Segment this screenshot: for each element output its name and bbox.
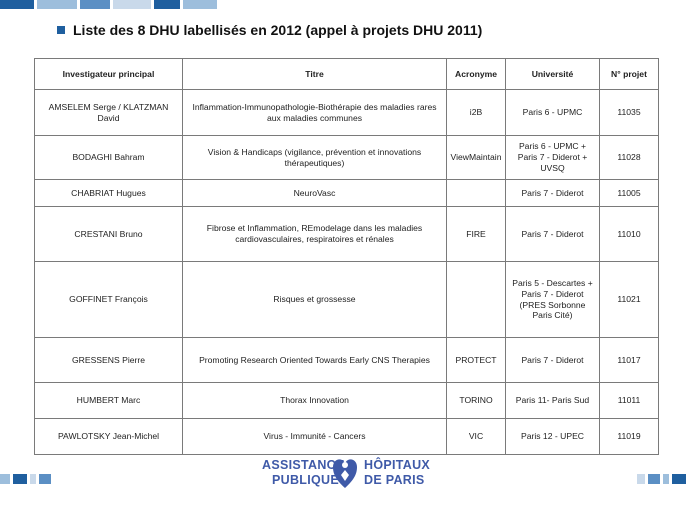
- cell-university: Paris 6 - UPMC + Paris 7 - Diderot + UVS…: [505, 135, 600, 180]
- cell-university: Paris 11- Paris Sud: [505, 382, 600, 419]
- column-header: N° projet: [599, 58, 659, 90]
- heart-figure-icon: [333, 459, 357, 488]
- cell-project-number: 11011: [599, 382, 659, 419]
- cell-investigator: CRESTANI Bruno: [34, 206, 183, 262]
- cell-project-number: 11010: [599, 206, 659, 262]
- logo-text-hopitaux: HÔPITAUX: [364, 458, 431, 472]
- cell-title: Promoting Research Oriented Towards Earl…: [182, 337, 447, 383]
- cell-title: Virus - Immunité - Cancers: [182, 418, 447, 455]
- table-row: PAWLOTSKY Jean-Michel Virus - Immunité -…: [34, 418, 659, 455]
- logo-text-publique: PUBLIQUE: [272, 473, 339, 487]
- cell-investigator: CHABRIAT Hugues: [34, 179, 183, 207]
- logo-text-de-paris: DE PARIS: [364, 473, 425, 487]
- cell-investigator: AMSELEM Serge / KLATZMAN David: [34, 89, 183, 136]
- table-row: GOFFINET François Risques et grossesse P…: [34, 261, 659, 338]
- cell-acronym: ViewMaintain: [446, 135, 506, 180]
- top-decor-bar: [0, 0, 230, 9]
- table-header-row: Investigateur principal Titre Acronyme U…: [34, 58, 659, 90]
- column-header: Université: [505, 58, 600, 90]
- cell-project-number: 11021: [599, 261, 659, 338]
- cell-title: NeuroVasc: [182, 179, 447, 207]
- dhu-table: Investigateur principal Titre Acronyme U…: [34, 58, 659, 455]
- logo-text-assistance: ASSISTANCE: [262, 458, 345, 472]
- table-row: CRESTANI Bruno Fibrose et Inflammation, …: [34, 206, 659, 262]
- table-row: CHABRIAT Hugues NeuroVasc Paris 7 - Dide…: [34, 179, 659, 207]
- cell-title: Risques et grossesse: [182, 261, 447, 338]
- table-row: AMSELEM Serge / KLATZMAN David Inflammat…: [34, 89, 659, 136]
- cell-title: Vision & Handicaps (vigilance, préventio…: [182, 135, 447, 180]
- cell-project-number: 11028: [599, 135, 659, 180]
- cell-project-number: 11005: [599, 179, 659, 207]
- cell-university: Paris 12 - UPEC: [505, 418, 600, 455]
- cell-acronym: TORINO: [446, 382, 506, 419]
- cell-investigator: BODAGHI Bahram: [34, 135, 183, 180]
- cell-university: Paris 7 - Diderot: [505, 179, 600, 207]
- cell-title: Inflammation-Immunopathologie-Biothérapi…: [182, 89, 447, 136]
- column-header: Titre: [182, 58, 447, 90]
- column-header: Acronyme: [446, 58, 506, 90]
- table-row: HUMBERT Marc Thorax Innovation TORINO Pa…: [34, 382, 659, 419]
- cell-title: Fibrose et Inflammation, REmodelage dans…: [182, 206, 447, 262]
- cell-investigator: GOFFINET François: [34, 261, 183, 338]
- cell-investigator: HUMBERT Marc: [34, 382, 183, 419]
- cell-acronym: FIRE: [446, 206, 506, 262]
- cell-university: Paris 7 - Diderot: [505, 206, 600, 262]
- cell-university: Paris 5 - Descartes + Paris 7 - Diderot …: [505, 261, 600, 338]
- cell-title: Thorax Innovation: [182, 382, 447, 419]
- cell-investigator: GRESSENS Pierre: [34, 337, 183, 383]
- cell-university: Paris 6 - UPMC: [505, 89, 600, 136]
- square-bullet-icon: [57, 26, 65, 34]
- cell-acronym: PROTECT: [446, 337, 506, 383]
- footer-decor-right: [637, 474, 689, 484]
- cell-acronym: i2B: [446, 89, 506, 136]
- cell-acronym: [446, 179, 506, 207]
- cell-project-number: 11035: [599, 89, 659, 136]
- ap-hp-logo: ASSISTANCE PUBLIQUE HÔPITAUX DE PARIS: [258, 455, 430, 491]
- table-row: GRESSENS Pierre Promoting Research Orien…: [34, 337, 659, 383]
- cell-acronym: VIC: [446, 418, 506, 455]
- cell-project-number: 11019: [599, 418, 659, 455]
- column-header: Investigateur principal: [34, 58, 183, 90]
- cell-project-number: 11017: [599, 337, 659, 383]
- footer-decor-left: [0, 474, 54, 484]
- title-row: Liste des 8 DHU labellisés en 2012 (appe…: [57, 22, 482, 38]
- cell-investigator: PAWLOTSKY Jean-Michel: [34, 418, 183, 455]
- page-title: Liste des 8 DHU labellisés en 2012 (appe…: [73, 22, 483, 38]
- cell-university: Paris 7 - Diderot: [505, 337, 600, 383]
- cell-acronym: [446, 261, 506, 338]
- table-row: BODAGHI Bahram Vision & Handicaps (vigil…: [34, 135, 659, 180]
